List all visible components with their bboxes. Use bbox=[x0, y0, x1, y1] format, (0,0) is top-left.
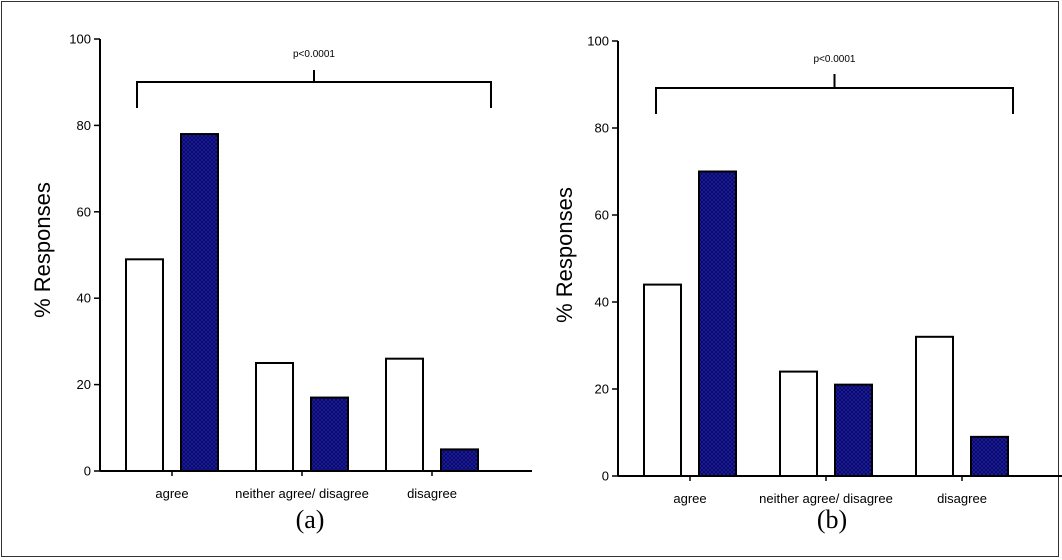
y-tick-label: 20 bbox=[595, 382, 609, 397]
y-axis-label: % Responses bbox=[552, 187, 577, 323]
significance-bracket bbox=[655, 87, 1014, 114]
y-tick-label: 20 bbox=[77, 377, 91, 392]
panel-label: (a) bbox=[296, 505, 325, 534]
bar-filled bbox=[440, 448, 479, 472]
bar-filled bbox=[834, 383, 873, 477]
y-tick-label: 60 bbox=[77, 204, 91, 219]
y-tick-label: 60 bbox=[595, 208, 609, 223]
y-tick-label: 40 bbox=[595, 295, 609, 310]
bar-open bbox=[125, 258, 164, 472]
bar-open bbox=[385, 357, 424, 472]
significance-bracket bbox=[136, 81, 492, 108]
y-tick-label: 40 bbox=[77, 291, 91, 306]
bar-filled bbox=[310, 396, 349, 472]
x-tick-label: agree bbox=[155, 486, 188, 501]
bar-open bbox=[779, 370, 818, 478]
y-tick-label: 80 bbox=[77, 118, 91, 133]
significance-label: p<0.0001 bbox=[293, 49, 335, 60]
bar-open bbox=[255, 362, 294, 472]
x-tick-label: disagree bbox=[937, 491, 987, 506]
significance-label: p<0.0001 bbox=[814, 54, 856, 65]
x-tick-label: disagree bbox=[407, 486, 457, 501]
bar-filled bbox=[970, 435, 1009, 478]
x-tick-label: neither agree/ disagree bbox=[235, 486, 369, 501]
panel-label: (b) bbox=[817, 505, 847, 534]
y-axis-label: % Responses bbox=[30, 182, 55, 318]
y-tick-label: 0 bbox=[602, 469, 609, 484]
x-tick-label: agree bbox=[673, 491, 706, 506]
x-tick-label: neither agree/ disagree bbox=[759, 491, 893, 506]
bar-filled bbox=[698, 170, 737, 477]
y-tick-label: 0 bbox=[84, 464, 91, 479]
bar-open bbox=[915, 335, 954, 477]
y-tick-label: 80 bbox=[595, 121, 609, 136]
y-tick-label: 100 bbox=[69, 32, 91, 47]
chart-panel-b: 0 20 40 60 80 100 agree neither agree/ disagree… bbox=[552, 34, 1062, 534]
y-tick-label: 100 bbox=[587, 34, 609, 49]
bar-open bbox=[643, 283, 682, 477]
chart-panel-a: 0 20 40 60 80 100 agree neither agree/ disagree… bbox=[30, 32, 532, 534]
bar-filled bbox=[180, 133, 219, 472]
